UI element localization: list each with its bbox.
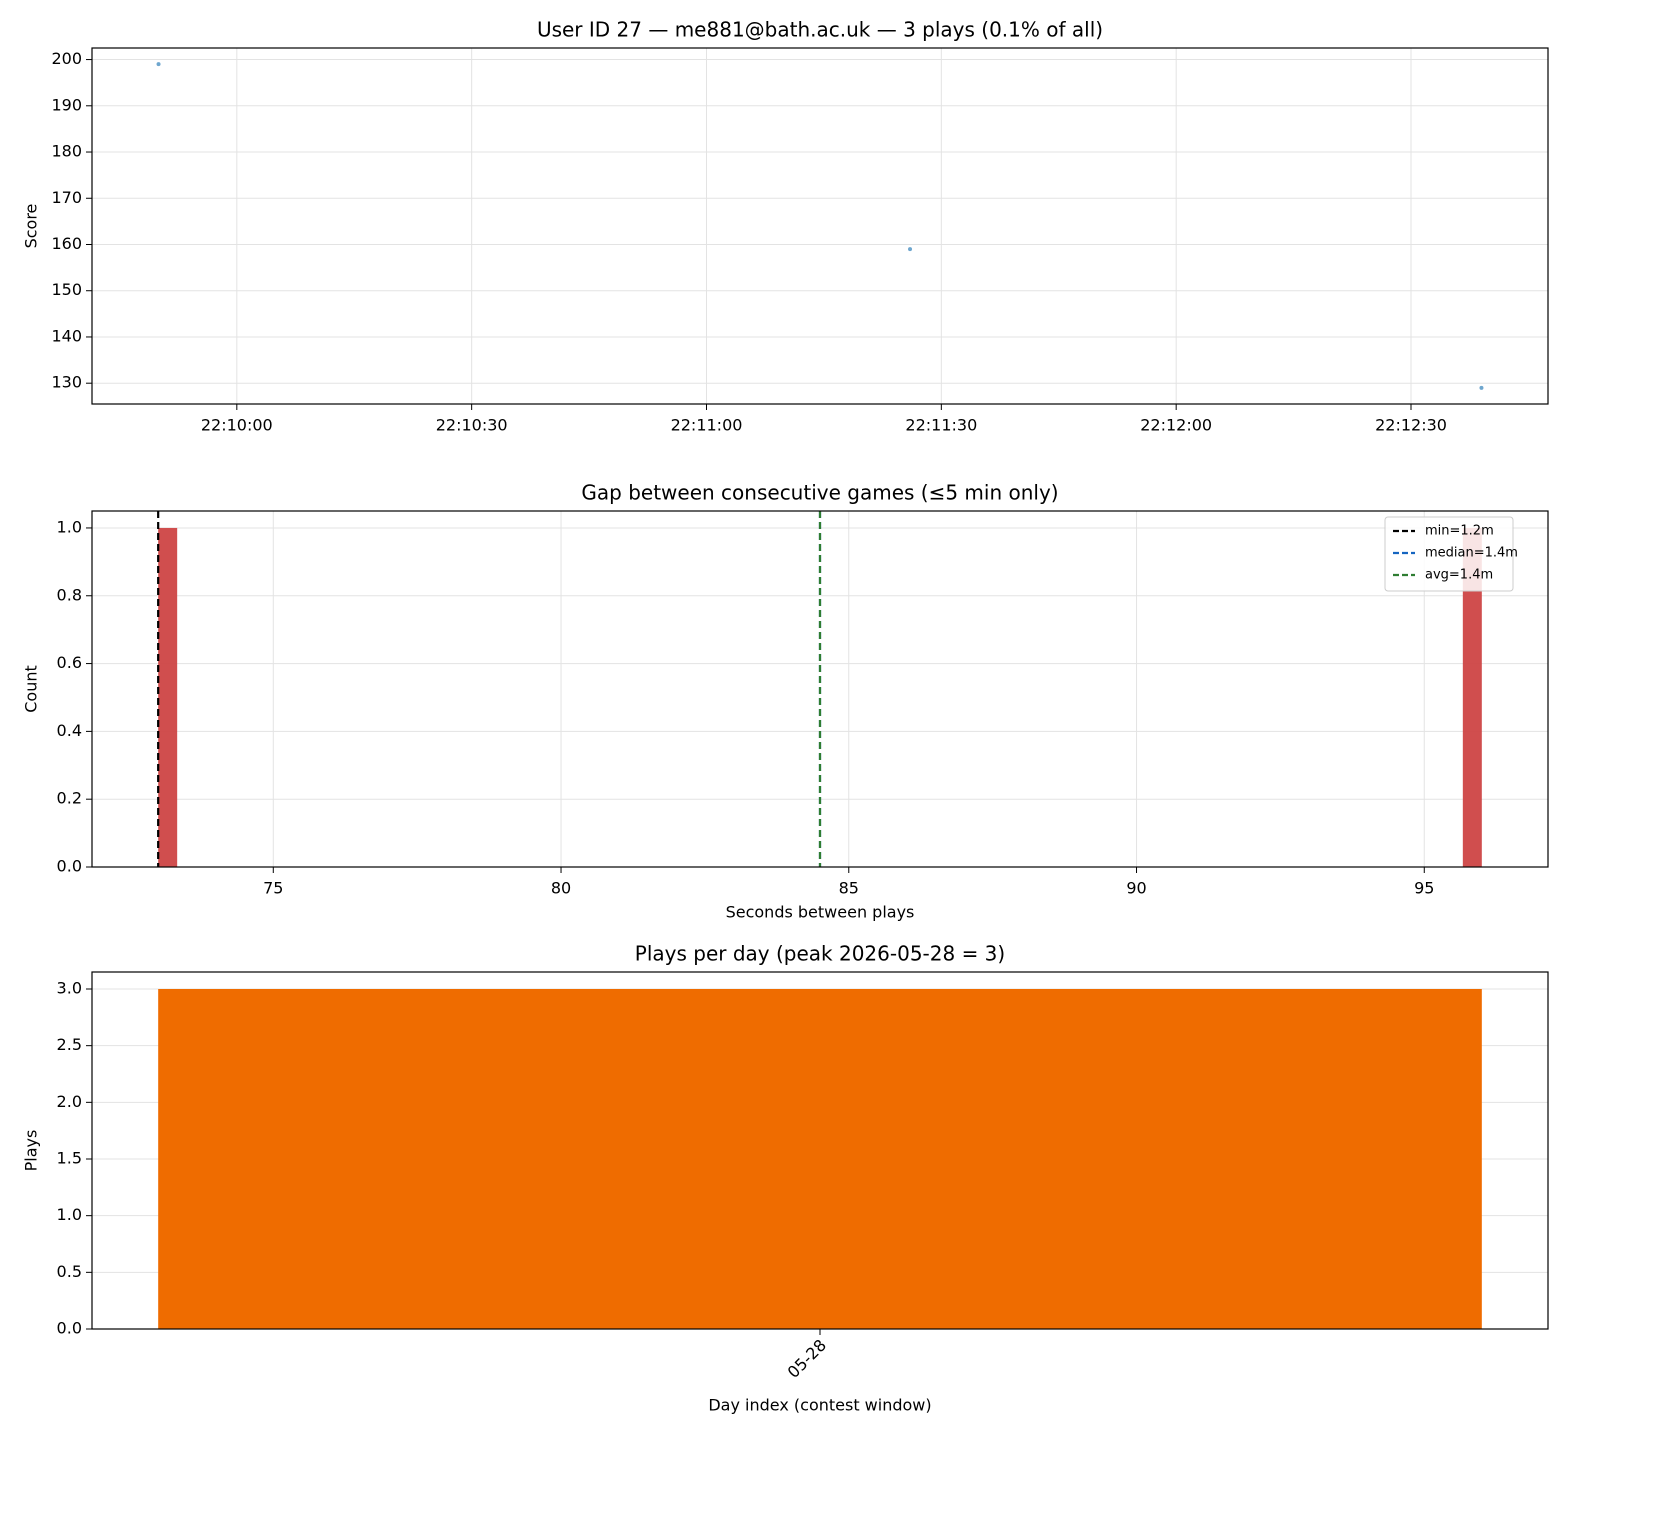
y-tick-label: 190 xyxy=(51,95,82,114)
x-tick-label: 22:10:00 xyxy=(201,416,273,435)
y-tick-label: 160 xyxy=(51,234,82,253)
y-axis-label: Score xyxy=(22,204,41,249)
chart-title: User ID 27 — me881@bath.ac.uk — 3 plays … xyxy=(537,18,1103,42)
legend-label: min=1.2m xyxy=(1425,524,1494,539)
y-tick-label: 0.6 xyxy=(57,653,82,672)
y-axis-label: Plays xyxy=(22,1130,41,1172)
histogram-bar xyxy=(158,527,178,867)
y-tick-label: 170 xyxy=(51,188,82,207)
y-tick-label: 0.0 xyxy=(57,857,82,876)
y-tick-label: 0.8 xyxy=(57,585,82,604)
chart-title: Gap between consecutive games (≤5 min on… xyxy=(581,481,1058,505)
x-tick-label: 22:12:30 xyxy=(1375,416,1447,435)
axes-frame xyxy=(91,47,1549,405)
y-tick-label: 1.0 xyxy=(57,1205,82,1224)
axes-frame xyxy=(91,971,1549,1330)
legend-label: median=1.4m xyxy=(1425,546,1518,561)
x-tick-label: 95 xyxy=(1414,879,1434,898)
y-tick-label: 140 xyxy=(51,326,82,345)
histogram-bar xyxy=(1462,527,1482,867)
chart-title: Plays per day (peak 2026-05-28 = 3) xyxy=(635,942,1005,966)
y-tick-label: 180 xyxy=(51,142,82,161)
axes-frame xyxy=(91,510,1549,868)
legend-box xyxy=(1384,516,1514,592)
x-tick-label: 22:12:00 xyxy=(1140,416,1212,435)
x-axis-label: Day index (contest window) xyxy=(708,1396,931,1415)
y-tick-label: 0.0 xyxy=(57,1319,82,1338)
y-axis-label: Count xyxy=(22,665,41,713)
point xyxy=(908,247,913,252)
y-tick-label: 1.5 xyxy=(57,1149,82,1168)
y-tick-label: 130 xyxy=(51,373,82,392)
y-tick-label: 0.5 xyxy=(57,1262,82,1281)
point xyxy=(1479,385,1484,390)
x-tick-label: 75 xyxy=(263,879,283,898)
legend-label: avg=1.4m xyxy=(1425,568,1493,583)
x-tick-label: 80 xyxy=(551,879,571,898)
x-axis-label: Seconds between plays xyxy=(726,903,915,922)
bar xyxy=(158,989,1482,1329)
x-tick-label: 85 xyxy=(839,879,859,898)
x-tick-label: 22:10:30 xyxy=(436,416,508,435)
y-tick-label: 0.4 xyxy=(57,721,82,740)
y-tick-label: 3.0 xyxy=(57,979,82,998)
y-tick-label: 2.5 xyxy=(57,1035,82,1054)
x-tick-label: 22:11:00 xyxy=(671,416,743,435)
y-tick-label: 2.0 xyxy=(57,1092,82,1111)
y-tick-label: 150 xyxy=(51,280,82,299)
x-tick-label: 90 xyxy=(1126,879,1146,898)
point xyxy=(156,62,161,67)
x-tick-label: 22:11:30 xyxy=(905,416,977,435)
y-tick-label: 200 xyxy=(51,49,82,68)
y-tick-label: 1.0 xyxy=(57,517,82,536)
y-tick-label: 0.2 xyxy=(57,789,82,808)
